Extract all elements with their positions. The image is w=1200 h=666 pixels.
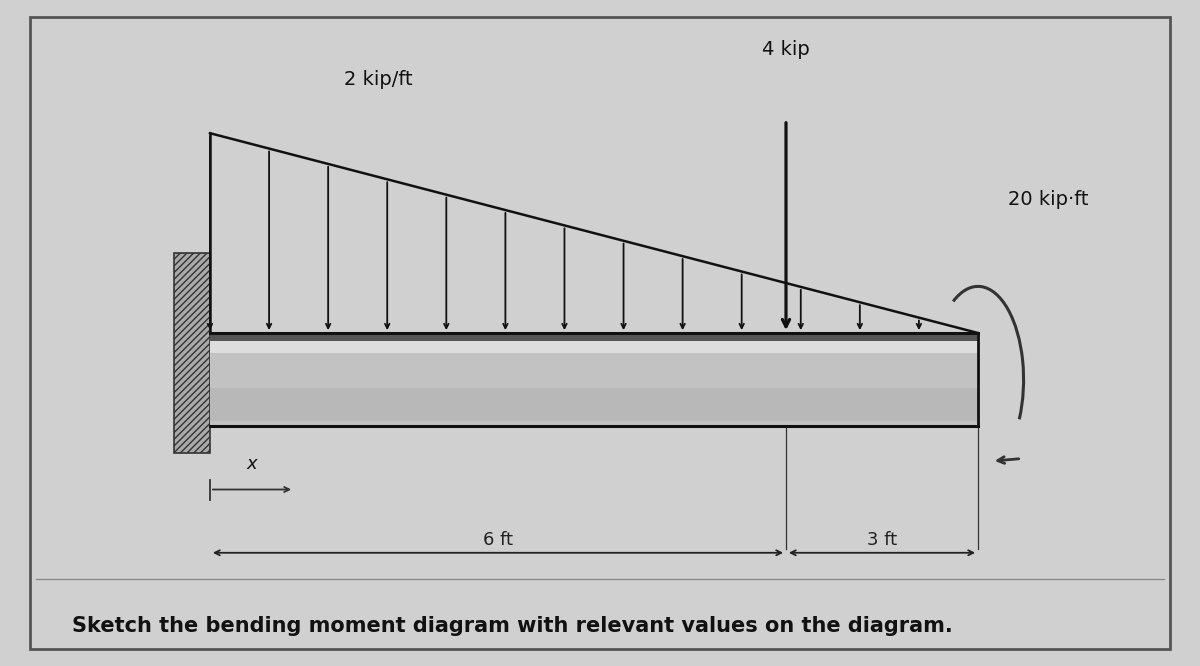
Bar [174,253,210,453]
Text: 3 ft: 3 ft [866,531,898,549]
Text: 20 kip·ft: 20 kip·ft [1008,190,1088,209]
Text: 4 kip: 4 kip [762,41,810,59]
Text: x: x [247,455,257,473]
Text: 6 ft: 6 ft [484,531,514,549]
Bar [210,333,978,426]
Bar [210,341,978,353]
Text: 2 kip/ft: 2 kip/ft [343,71,413,89]
Bar [210,333,978,341]
Bar [210,388,978,421]
Text: Sketch the bending moment diagram with relevant values on the diagram.: Sketch the bending moment diagram with r… [72,616,953,636]
